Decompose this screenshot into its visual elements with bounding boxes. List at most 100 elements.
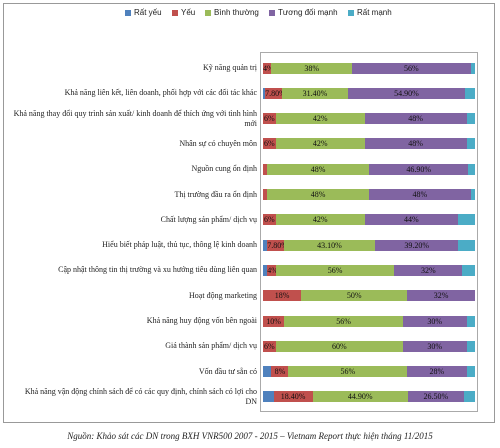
bar-segment: 43.10% xyxy=(283,239,376,251)
category-label: Chất lượng sản phẩm/ dịch vụ xyxy=(160,214,257,224)
legend-item: Yếu xyxy=(172,8,195,18)
bar-segment xyxy=(263,189,268,200)
value-label: 7.80% xyxy=(267,240,288,250)
legend-swatch xyxy=(348,10,354,16)
bar-segment xyxy=(263,391,274,403)
bar-segment: 42% xyxy=(275,138,365,150)
legend-swatch xyxy=(172,10,178,16)
legend-label: Rất yếu xyxy=(134,8,162,17)
value-label: 43.10% xyxy=(317,240,342,250)
category-label: Hoạt động marketing xyxy=(189,290,257,300)
legend-item: Bình thường xyxy=(205,8,259,18)
legend-label: Tương đối mạnh xyxy=(278,8,338,17)
value-label: 4% xyxy=(267,265,278,275)
plot-area xyxy=(260,52,478,412)
bar-segment: 4% xyxy=(267,264,278,276)
bar-segment: 32% xyxy=(407,290,475,302)
bar-segment xyxy=(468,163,475,175)
bar-segment: 18% xyxy=(263,290,302,302)
legend-label: Yếu xyxy=(181,8,196,17)
value-label: 56% xyxy=(340,367,356,377)
value-label: 8% xyxy=(274,367,286,377)
value-label: 48% xyxy=(310,164,326,174)
bar-segment: 54.90% xyxy=(348,87,465,99)
value-label: 32% xyxy=(433,291,449,301)
bar-segment xyxy=(466,366,475,378)
bar-segment xyxy=(470,189,475,200)
bar-segment: 7.80% xyxy=(267,239,288,251)
category-label: Kỹ năng quản trị xyxy=(203,63,257,72)
bar-segment xyxy=(466,340,475,352)
bar-segment xyxy=(462,264,475,276)
value-label: 48% xyxy=(408,114,423,124)
category-label: Cập nhật thông tin thị trường và xu hướn… xyxy=(58,265,257,275)
chart-frame xyxy=(3,3,495,423)
value-label: 48% xyxy=(408,139,423,149)
bar-segment: 26.50% xyxy=(407,391,464,403)
bar-segment xyxy=(263,366,272,378)
bar-segment xyxy=(263,239,268,251)
value-label: 18.40% xyxy=(280,392,306,402)
category-label: Nhân sự có chuyên môn xyxy=(179,138,257,148)
bar-segment: 8% xyxy=(271,366,289,378)
legend-item: Tương đối mạnh xyxy=(269,8,338,18)
category-label: Khả năng huy động vốn bên ngoài xyxy=(146,316,257,325)
bar-segment: 6% xyxy=(263,214,276,226)
value-label: 28% xyxy=(429,367,445,377)
value-label: 30% xyxy=(427,341,443,351)
value-label: 7.80% xyxy=(265,88,286,98)
value-label: 10% xyxy=(266,316,281,326)
bar-segment xyxy=(470,62,475,74)
bar-segment: 56% xyxy=(284,315,403,327)
category-label: Hiểu biết pháp luật, thủ tục, thông lệ k… xyxy=(102,240,257,250)
bar-segment: 60% xyxy=(275,340,403,352)
bar-segment: 7.80% xyxy=(265,87,286,99)
value-label: 32% xyxy=(421,265,436,275)
value-label: 38% xyxy=(304,63,320,73)
bar-segment xyxy=(458,214,475,226)
legend-swatch xyxy=(205,10,211,16)
bar-segment xyxy=(466,113,475,125)
legend-label: Rất mạnh xyxy=(357,8,392,17)
legend-item: Rất yếu xyxy=(125,8,162,18)
legend-swatch xyxy=(269,10,275,16)
bar-segment: 56% xyxy=(288,366,408,378)
value-label: 44% xyxy=(404,215,419,225)
value-label: 42% xyxy=(312,215,328,225)
bar-segment: 31.40% xyxy=(281,87,349,99)
legend-item: Rất mạnh xyxy=(348,8,392,18)
value-label: 56% xyxy=(327,265,343,275)
value-label: 54.90% xyxy=(394,88,419,98)
bar-segment: 42% xyxy=(275,113,365,125)
category-label: Giá thành sản phẩm/ dịch vụ xyxy=(165,341,257,351)
bar-segment xyxy=(463,391,475,403)
value-label: 44.90% xyxy=(347,392,373,402)
bar-segment: 48% xyxy=(364,113,467,125)
source-note: Nguồn: Khảo sát các DN trong BXH VNR500 … xyxy=(67,431,433,441)
value-label: 48% xyxy=(310,190,326,199)
category-label: Khả năng vận động chính sách để có các q… xyxy=(24,386,257,406)
value-label: 39.20% xyxy=(404,240,430,250)
legend-swatch xyxy=(125,10,131,16)
bar-segment xyxy=(464,87,475,99)
value-label: 6% xyxy=(264,139,275,149)
bar-segment: 44.90% xyxy=(312,391,408,403)
bar-segment: 6% xyxy=(263,340,276,352)
bar-segment xyxy=(466,315,475,327)
bar-segment: 30% xyxy=(402,340,467,352)
bar-segment xyxy=(466,138,475,150)
value-label: 6% xyxy=(264,215,275,225)
bar-segment: 30% xyxy=(402,315,467,327)
bar-segment: 6% xyxy=(263,138,276,150)
bar-segment: 18.40% xyxy=(273,391,313,403)
value-label: 18% xyxy=(274,291,290,301)
category-label: Thị trường đầu ra ổn định xyxy=(174,189,257,199)
category-label: Khả năng thay đổi quy trình sản xuất/ ki… xyxy=(13,108,257,128)
value-label: 56% xyxy=(336,316,351,326)
bar-segment: 4% xyxy=(263,62,274,74)
value-label: 6% xyxy=(264,341,275,351)
legend-label: Bình thường xyxy=(214,8,259,17)
bar-segment xyxy=(458,239,475,251)
bar-segment xyxy=(263,163,268,175)
